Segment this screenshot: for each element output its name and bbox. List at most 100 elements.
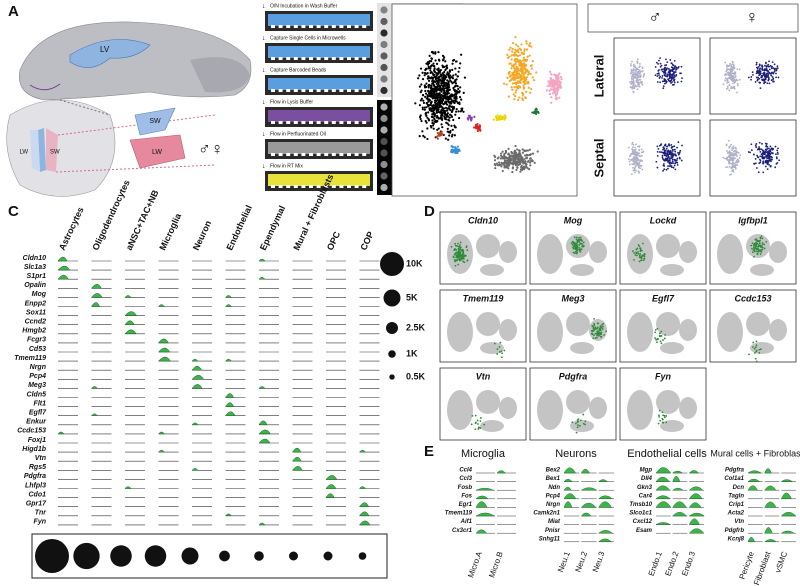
step-label: O/N Incubation in Wash Buffer xyxy=(270,3,338,9)
cell-point xyxy=(427,79,431,82)
cell-point xyxy=(454,149,458,152)
expression-point xyxy=(590,329,593,332)
cell-point xyxy=(434,76,437,80)
cell-point xyxy=(526,73,530,76)
cell-point xyxy=(759,159,762,162)
cell-point xyxy=(629,159,632,162)
cell-point xyxy=(731,165,734,168)
cell-point xyxy=(747,151,750,153)
expression-point xyxy=(757,244,760,246)
cell-point xyxy=(506,56,510,59)
cell-point xyxy=(760,153,763,156)
expression-point xyxy=(582,422,585,425)
cell-point xyxy=(425,85,428,89)
cell-count-dot xyxy=(254,551,264,561)
cell-count-dot xyxy=(323,551,333,561)
tsne-blob xyxy=(447,312,473,352)
cell-point xyxy=(512,161,515,164)
microwell xyxy=(354,185,359,188)
cell-point xyxy=(444,100,447,103)
cell-point xyxy=(447,72,450,75)
expression-point xyxy=(477,426,480,429)
cell-point xyxy=(421,130,424,133)
cell-point xyxy=(760,148,763,151)
cell-point xyxy=(666,145,669,148)
cell-point xyxy=(522,168,526,171)
cell-point xyxy=(558,80,561,83)
gene-label: Ndn xyxy=(548,485,560,491)
cell-point xyxy=(517,87,520,90)
expression-point xyxy=(636,254,638,257)
cell-point xyxy=(424,95,427,98)
cell-count-dot xyxy=(181,547,199,565)
cell-point xyxy=(456,90,459,93)
expression-point xyxy=(574,250,577,253)
cell-point xyxy=(738,78,741,81)
cell-point xyxy=(663,67,666,69)
expression-point xyxy=(596,326,599,329)
step-label: Flow in Lysis Buffer xyxy=(270,99,313,105)
cell-point xyxy=(737,159,740,162)
cell-point xyxy=(435,135,438,138)
well xyxy=(380,40,388,49)
expression-point xyxy=(751,247,753,250)
cell-point xyxy=(508,75,512,78)
cell-point xyxy=(521,63,525,66)
cell-point xyxy=(454,113,457,116)
cell-point xyxy=(438,102,441,106)
cell-point xyxy=(451,62,454,65)
cell-point xyxy=(732,61,734,64)
gene-label: Slc1a3 xyxy=(24,264,46,271)
cell-point xyxy=(435,73,439,77)
cell-point xyxy=(629,81,631,84)
gene-label: Sox11 xyxy=(26,309,46,316)
cell-point xyxy=(521,71,525,74)
expression-point xyxy=(457,253,460,256)
cell-point xyxy=(518,47,521,50)
tsne-blob xyxy=(769,241,787,263)
cell-point xyxy=(674,65,677,67)
microwell xyxy=(286,89,291,92)
violin xyxy=(672,470,684,474)
cell-point xyxy=(522,165,526,168)
well xyxy=(380,52,388,60)
cell-point xyxy=(428,108,431,112)
expression-point xyxy=(642,242,644,245)
cell-point xyxy=(736,91,738,94)
cell-point xyxy=(435,62,439,65)
violin xyxy=(655,495,671,499)
group-title: Endothelial cells xyxy=(627,448,707,460)
cell-point xyxy=(761,78,763,81)
expression-point xyxy=(577,240,580,243)
cell-point xyxy=(453,93,456,97)
cell-point xyxy=(453,81,456,84)
gene-label: Fyn xyxy=(34,519,46,526)
cell-point xyxy=(435,116,438,119)
group-title: Mural cells + Fibroblasts xyxy=(710,448,800,458)
cell-point xyxy=(767,147,770,150)
cell-point xyxy=(513,98,516,101)
expression-point xyxy=(573,236,576,239)
device-channel xyxy=(268,174,370,186)
microwell xyxy=(278,57,283,60)
cell-point xyxy=(418,85,422,88)
cell-point xyxy=(733,80,735,83)
cell-point xyxy=(535,71,538,74)
cell-point xyxy=(638,83,640,86)
cell-point xyxy=(667,165,669,167)
cell-point xyxy=(677,66,680,68)
cell-point xyxy=(671,83,674,86)
cell-point xyxy=(727,158,730,161)
cell-point xyxy=(432,127,435,130)
cell-point xyxy=(436,86,439,89)
expression-point xyxy=(751,251,754,254)
cell-point xyxy=(442,74,445,77)
violin xyxy=(124,486,132,489)
cell-point xyxy=(451,77,455,80)
cell-point xyxy=(765,144,768,147)
cell-point xyxy=(736,155,738,158)
cell-point xyxy=(446,107,450,110)
violin xyxy=(475,512,496,517)
cell-point xyxy=(725,166,727,169)
cell-point xyxy=(440,114,443,117)
